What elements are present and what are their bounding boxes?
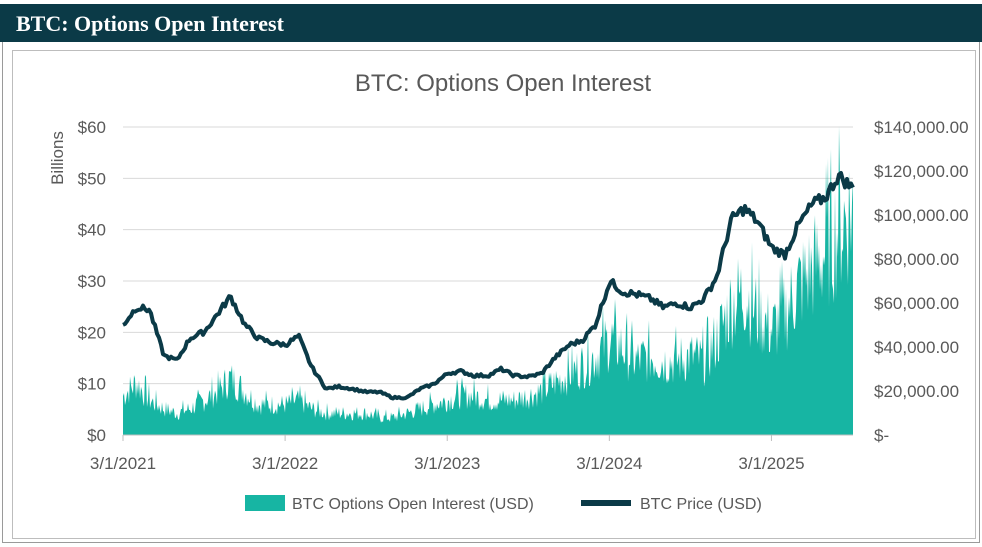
price-line-group bbox=[122, 171, 855, 401]
y-axis-label: Billions bbox=[48, 131, 67, 185]
left-tick-label: $60 bbox=[78, 118, 106, 137]
x-tick-label: 3/1/2023 bbox=[414, 454, 480, 473]
left-tick-label: $10 bbox=[78, 375, 106, 394]
header-title: BTC: Options Open Interest bbox=[16, 11, 284, 36]
left-tick-label: $20 bbox=[78, 323, 106, 342]
right-tick-label: $100,000.00 bbox=[874, 206, 969, 225]
right-tick-label: $20,000.00 bbox=[874, 382, 959, 401]
x-axis-ticks: 3/1/2021 3/1/2022 3/1/2023 3/1/2024 3/1/2025 bbox=[90, 434, 853, 473]
x-tick-label: 3/1/2025 bbox=[738, 454, 804, 473]
right-tick-label: $80,000.00 bbox=[874, 250, 959, 269]
price-line bbox=[122, 171, 855, 401]
left-tick-label: $30 bbox=[78, 272, 106, 291]
x-tick-label: 3/1/2022 bbox=[252, 454, 318, 473]
right-axis-ticks: $- $20,000.00 $40,000.00 $60,000.00 $80,000.… bbox=[874, 118, 969, 445]
right-tick-label: $60,000.00 bbox=[874, 294, 959, 313]
outer-frame bbox=[2, 42, 980, 543]
legend-swatch-oi bbox=[245, 495, 285, 511]
header-bar: BTC: Options Open Interest bbox=[0, 4, 982, 42]
left-tick-label: $40 bbox=[78, 221, 106, 240]
chart-title: BTC: Options Open Interest bbox=[355, 70, 651, 97]
left-tick-label: $0 bbox=[87, 426, 106, 445]
left-axis-ticks: $0 $10 $20 $30 $40 $50 $60 bbox=[78, 118, 106, 445]
right-tick-label: $140,000.00 bbox=[874, 118, 969, 137]
legend-label-oi: BTC Options Open Interest (USD) bbox=[292, 496, 534, 513]
right-tick-label: $- bbox=[874, 426, 889, 445]
right-tick-label: $40,000.00 bbox=[874, 338, 959, 357]
x-tick-label: 3/1/2024 bbox=[576, 454, 642, 473]
oi-area bbox=[123, 126, 853, 435]
legend-label-price: BTC Price (USD) bbox=[640, 496, 762, 513]
oi-area-group bbox=[123, 126, 853, 435]
right-tick-label: $120,000.00 bbox=[874, 162, 969, 181]
x-tick-label: 3/1/2021 bbox=[90, 454, 156, 473]
left-tick-label: $50 bbox=[78, 169, 106, 188]
legend: BTC Options Open Interest (USD) BTC Pric… bbox=[245, 495, 762, 513]
